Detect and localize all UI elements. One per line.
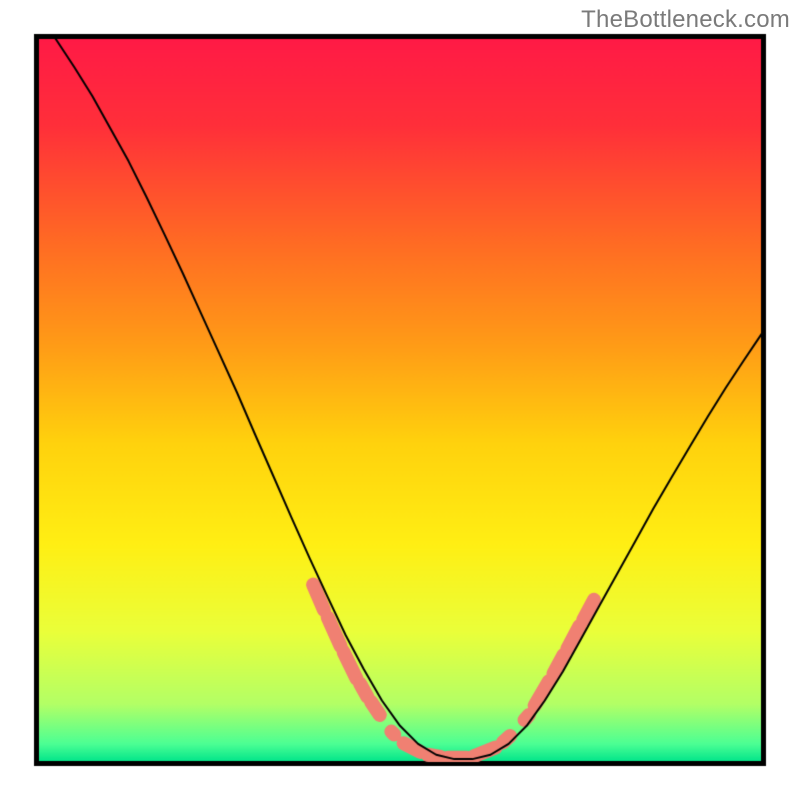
chart-canvas: [0, 0, 800, 800]
chart-container: TheBottleneck.com: [0, 0, 800, 800]
